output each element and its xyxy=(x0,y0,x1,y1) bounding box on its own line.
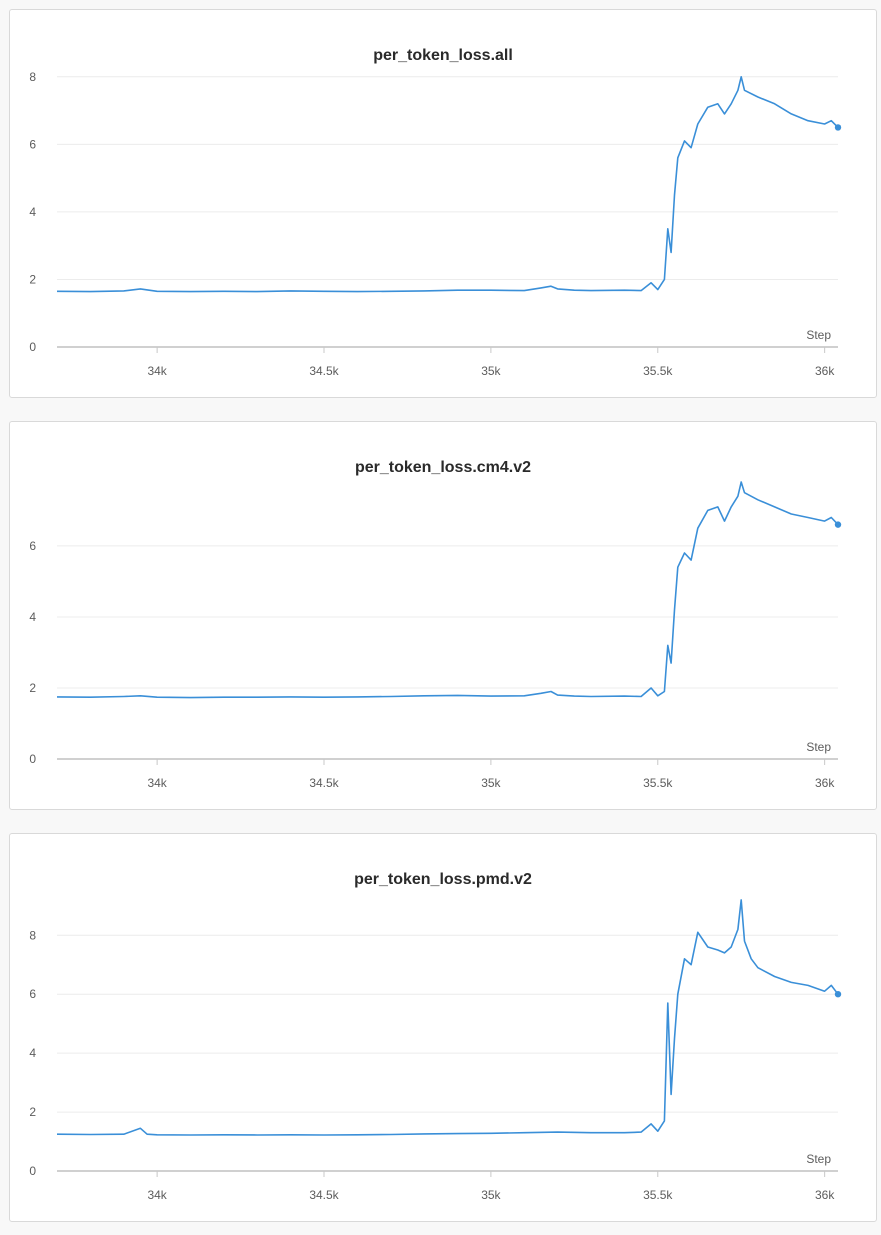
y-tick-label: 0 xyxy=(29,752,36,766)
x-tick-label: 34.5k xyxy=(309,1188,339,1202)
x-tick-label: 35.5k xyxy=(643,1188,673,1202)
y-tick-label: 6 xyxy=(29,137,36,151)
y-tick-label: 0 xyxy=(29,1164,36,1178)
chart-title: per_token_loss.pmd.v2 xyxy=(354,871,532,888)
series-line xyxy=(56,76,839,293)
x-tick-label: 35k xyxy=(481,1188,501,1202)
y-tick-label: 6 xyxy=(29,987,36,1001)
chart-panel-3: per_token_loss.pmd.v2 0 2 4 6 8 34k 34.5k 35k 35… xyxy=(9,833,877,1222)
series-line xyxy=(56,481,839,699)
y-tick-label: 2 xyxy=(29,1105,36,1119)
x-axis-title: Step xyxy=(806,1152,831,1166)
x-tick-label: 34k xyxy=(147,364,167,378)
series-end-point xyxy=(834,124,842,131)
chart-title: per_token_loss.all xyxy=(373,47,513,64)
x-tick-label: 35.5k xyxy=(643,364,673,378)
y-tick-label: 0 xyxy=(29,340,36,354)
line-chart: 0 2 4 6 8 34k 34.5k 35k 35.5k 36k Step xyxy=(29,70,842,378)
series-line xyxy=(56,899,839,1136)
x-axis-title: Step xyxy=(806,740,831,754)
x-tick-label: 35k xyxy=(481,776,501,790)
x-tick-label: 36k xyxy=(815,776,835,790)
line-chart: 0 2 4 6 8 34k 34.5k 35k 35.5k 36k Step xyxy=(29,899,842,1202)
chart-title: per_token_loss.cm4.v2 xyxy=(354,459,532,476)
x-tick-label: 35k xyxy=(481,364,501,378)
y-tick-label: 4 xyxy=(29,1046,36,1060)
x-tick-label: 34.5k xyxy=(309,364,339,378)
chart-panel-1: per_token_loss.all 0 2 4 6 8 34k 34.5k 35k 35.5k… xyxy=(9,9,877,398)
x-tick-label: 35.5k xyxy=(643,776,673,790)
y-tick-label: 4 xyxy=(29,610,36,624)
x-tick-label: 34.5k xyxy=(309,776,339,790)
y-tick-label: 8 xyxy=(29,70,36,84)
y-tick-label: 6 xyxy=(29,539,36,553)
y-tick-label: 2 xyxy=(29,681,36,695)
chart-panel-2: per_token_loss.cm4.v2 0 2 4 6 34k 34.5k 35k 35.… xyxy=(9,421,877,810)
series-end-point xyxy=(834,990,842,998)
x-tick-label: 34k xyxy=(147,1188,167,1202)
x-tick-label: 34k xyxy=(147,776,167,790)
x-tick-label: 36k xyxy=(815,364,835,378)
x-axis-title: Step xyxy=(806,328,831,342)
y-tick-label: 2 xyxy=(29,272,36,286)
y-tick-label: 4 xyxy=(29,205,36,219)
x-tick-label: 36k xyxy=(815,1188,835,1202)
y-tick-label: 8 xyxy=(29,928,36,942)
line-chart: 0 2 4 6 34k 34.5k 35k 35.5k 36k Step xyxy=(29,481,842,790)
series-end-point xyxy=(834,521,842,528)
